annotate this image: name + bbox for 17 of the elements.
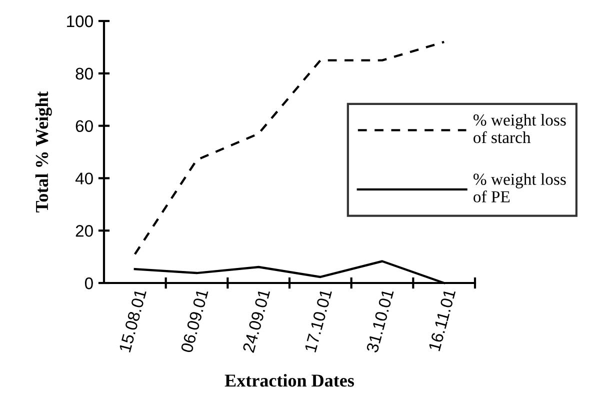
x-tick-label: 31.10.01 <box>366 288 394 354</box>
y-tick-label: 0 <box>84 277 93 290</box>
x-tick-label: 06.09.01 <box>180 288 208 354</box>
y-tick-label: 40 <box>75 172 93 184</box>
y-tick-label: 60 <box>76 120 93 132</box>
x-tick-label: 16.11.01 <box>428 288 456 352</box>
y-tick-label: 80 <box>76 68 93 80</box>
text: % weight loss of PE <box>473 173 566 202</box>
x-tick-label: 17.10.01 <box>304 288 332 352</box>
line-series <box>134 40 446 256</box>
x-tick-label: 24.09.01 <box>242 288 270 353</box>
y-tick-label: 20 <box>76 225 93 237</box>
x-axis-title: Extraction Dates <box>224 374 354 387</box>
x-tick-label: 15.08.01 <box>118 288 147 352</box>
text: % weight loss of starch <box>473 114 566 144</box>
y-tick-label: 100 <box>67 15 93 28</box>
y-axis-title: Total % Weight <box>35 91 52 212</box>
